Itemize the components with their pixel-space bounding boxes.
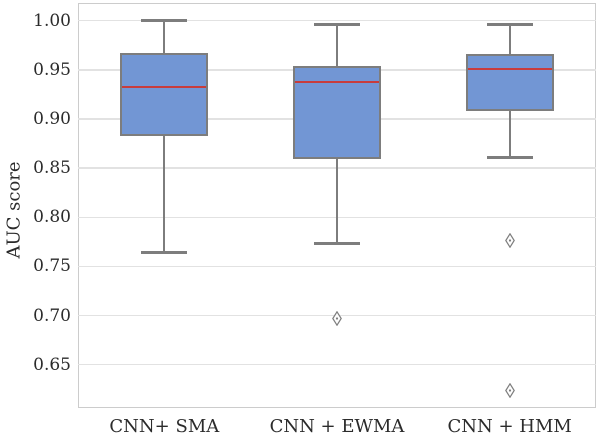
y-tick-label: 1.00 — [33, 10, 71, 31]
gridline — [78, 19, 596, 22]
outlier-diamond-icon — [504, 233, 515, 249]
upper-whisker-cap — [314, 23, 360, 27]
upper-whisker-cap — [486, 23, 533, 27]
median-line — [467, 67, 552, 70]
lower-whisker — [163, 135, 166, 253]
lower-whisker-cap — [486, 155, 533, 159]
x-tick-label: CNN + EWMA — [269, 416, 405, 437]
median-line — [122, 85, 207, 88]
gridline — [78, 265, 596, 268]
upper-whisker — [336, 24, 338, 66]
x-tick-label: CNN + HMM — [447, 416, 572, 437]
y-tick-label: 0.70 — [33, 305, 71, 326]
y-tick-label: 0.95 — [33, 59, 71, 80]
box — [120, 53, 209, 136]
lower-whisker — [336, 159, 338, 244]
lower-whisker — [508, 111, 511, 158]
y-tick-label: 0.90 — [33, 108, 71, 129]
outlier-diamond-icon — [332, 310, 342, 327]
upper-whisker — [508, 24, 511, 55]
y-tick-label: 0.65 — [33, 354, 71, 375]
y-tick-label: 0.75 — [33, 256, 71, 277]
y-tick-label: 0.85 — [33, 158, 71, 179]
x-tick-label: CNN+ SMA — [109, 416, 220, 437]
upper-whisker-cap — [141, 19, 188, 23]
gridline — [78, 363, 596, 366]
median-line — [295, 80, 379, 83]
lower-whisker-cap — [314, 242, 360, 246]
outlier-diamond-icon — [504, 382, 515, 399]
upper-whisker — [163, 20, 166, 54]
y-tick-label: 0.80 — [33, 207, 71, 228]
lower-whisker-cap — [141, 251, 188, 255]
box — [465, 54, 554, 112]
